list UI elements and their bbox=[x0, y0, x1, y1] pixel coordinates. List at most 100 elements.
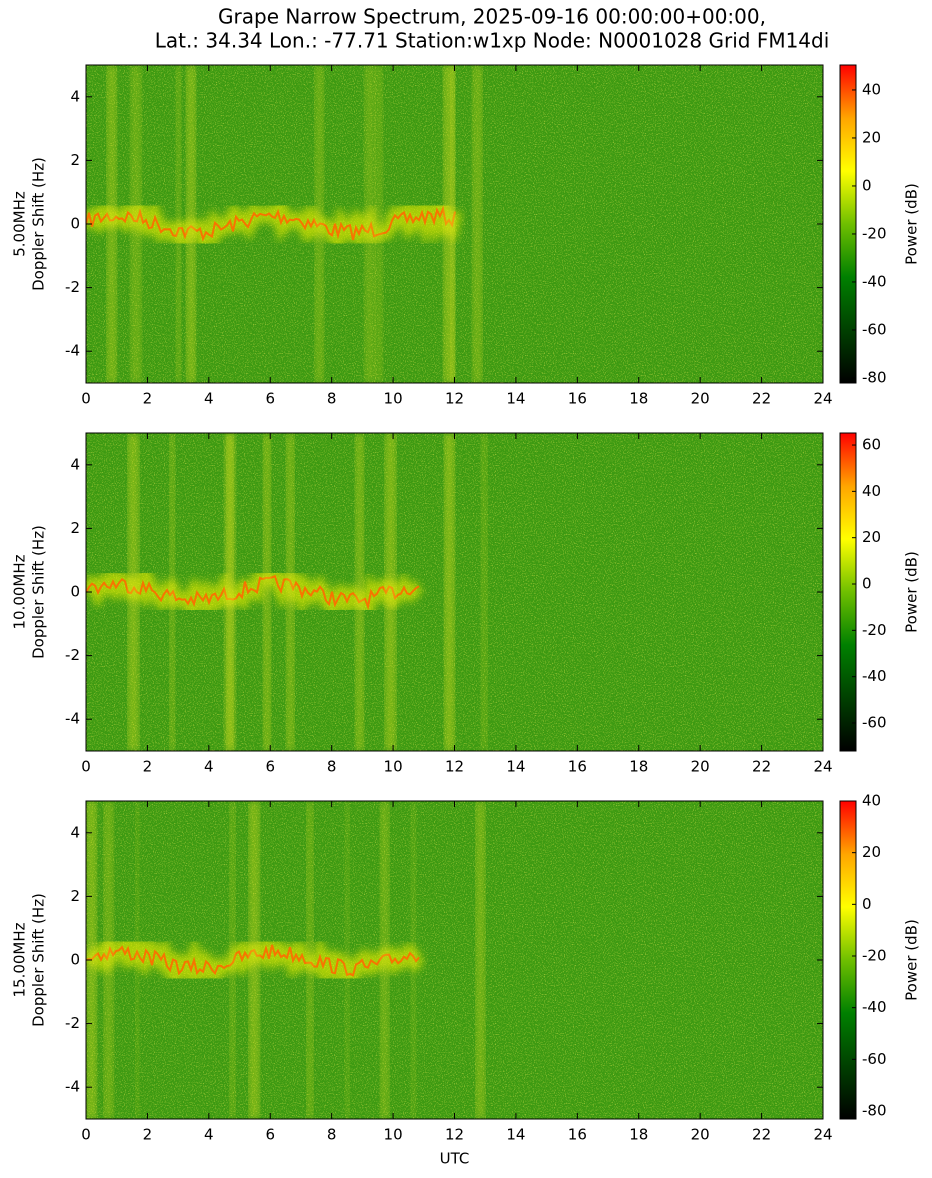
vertical-streak bbox=[128, 433, 139, 751]
y-axis-label: Doppler Shift (Hz) bbox=[30, 893, 48, 1027]
colorbar-tick-label: -20 bbox=[862, 621, 887, 639]
colorbar-label: Power (dB) bbox=[903, 551, 921, 633]
vertical-streak bbox=[411, 801, 416, 1119]
x-tick-label: 4 bbox=[204, 1126, 214, 1144]
x-tick-label: 0 bbox=[81, 758, 91, 776]
vertical-streak bbox=[472, 65, 482, 383]
vertical-streak bbox=[229, 801, 236, 1119]
vertical-streak bbox=[385, 433, 396, 751]
vertical-streak bbox=[249, 801, 260, 1119]
colorbar bbox=[839, 432, 857, 752]
colorbar-label: Power (dB) bbox=[903, 919, 921, 1001]
y-tick-label: 0 bbox=[70, 583, 80, 601]
vertical-streak bbox=[481, 433, 488, 751]
colorbar-tick-label: 20 bbox=[862, 128, 881, 146]
vertical-streak bbox=[176, 65, 181, 383]
colorbar-tick-label: -80 bbox=[862, 368, 887, 386]
y-tick-label: 4 bbox=[70, 455, 80, 473]
y-tick-label: 0 bbox=[70, 951, 80, 969]
x-tick-label: 14 bbox=[506, 390, 525, 408]
colorbar-tick-label: 0 bbox=[862, 895, 872, 913]
vertical-streak bbox=[345, 801, 350, 1119]
x-tick-label: 20 bbox=[691, 1126, 710, 1144]
spectrogram bbox=[86, 65, 823, 383]
colorbar-tick-label: -40 bbox=[862, 667, 887, 685]
y-axis-label: 5.00MHz bbox=[11, 191, 29, 257]
title-line: Lat.: 34.34 Lon.: -77.71 Station:w1xp No… bbox=[155, 29, 830, 53]
x-tick-label: 24 bbox=[813, 390, 832, 408]
x-tick-label: 20 bbox=[691, 390, 710, 408]
y-tick-label: -2 bbox=[65, 1014, 80, 1032]
x-tick-label: 2 bbox=[143, 1126, 153, 1144]
vertical-streak bbox=[186, 65, 196, 383]
vertical-streak bbox=[224, 433, 236, 751]
vertical-streak bbox=[375, 65, 383, 383]
x-tick-label: 10 bbox=[384, 758, 403, 776]
vertical-streak bbox=[443, 65, 454, 383]
y-tick-label: -2 bbox=[65, 646, 80, 664]
colorbar-tick-label: -20 bbox=[862, 946, 887, 964]
colorbar-tick-label: -80 bbox=[862, 1101, 887, 1119]
colorbar-tick-label: -40 bbox=[862, 272, 887, 290]
x-tick-label: 6 bbox=[265, 758, 275, 776]
x-tick-label: 22 bbox=[752, 1126, 771, 1144]
vertical-streak bbox=[380, 801, 389, 1119]
spectrogram bbox=[86, 801, 823, 1119]
x-tick-label: 14 bbox=[506, 758, 525, 776]
y-tick-label: 2 bbox=[70, 151, 80, 169]
vertical-streak bbox=[107, 65, 117, 383]
colorbar-tick-label: 20 bbox=[862, 843, 881, 861]
vertical-streak bbox=[306, 801, 313, 1119]
x-tick-label: 12 bbox=[445, 390, 464, 408]
y-tick-label: -4 bbox=[65, 710, 80, 728]
vertical-streak bbox=[169, 433, 175, 751]
x-tick-label: 24 bbox=[813, 758, 832, 776]
x-tick-label: 0 bbox=[81, 390, 91, 408]
signal-trace bbox=[86, 205, 456, 242]
x-tick-label: 6 bbox=[265, 1126, 275, 1144]
y-axis-label: Doppler Shift (Hz) bbox=[30, 525, 48, 659]
vertical-streak bbox=[135, 801, 139, 1119]
colorbar-tick-label: -60 bbox=[862, 713, 887, 731]
x-tick-label: 2 bbox=[143, 758, 153, 776]
colorbar-tick-label: 20 bbox=[862, 528, 881, 546]
colorbar-tick-label: -40 bbox=[862, 998, 887, 1016]
vertical-streak bbox=[315, 65, 324, 383]
x-tick-label: 10 bbox=[384, 1126, 403, 1144]
x-tick-label: 18 bbox=[629, 1126, 648, 1144]
x-tick-label: 14 bbox=[506, 1126, 525, 1144]
colorbar-label: Power (dB) bbox=[903, 183, 921, 265]
colorbar-tick-label: 40 bbox=[862, 792, 881, 810]
x-tick-label: 20 bbox=[691, 758, 710, 776]
x-tick-label: 16 bbox=[568, 390, 587, 408]
colorbar bbox=[839, 800, 857, 1120]
vertical-streak bbox=[475, 801, 485, 1119]
vertical-streak bbox=[364, 65, 375, 383]
colorbar-tick-label: 60 bbox=[862, 436, 881, 454]
y-tick-label: 2 bbox=[70, 887, 80, 905]
y-tick-label: 2 bbox=[70, 519, 80, 537]
y-tick-label: 4 bbox=[70, 823, 80, 841]
colorbar-tick-label: -20 bbox=[862, 224, 887, 242]
x-tick-label: 0 bbox=[81, 1126, 91, 1144]
x-tick-label: 8 bbox=[327, 1126, 337, 1144]
x-tick-label: 12 bbox=[445, 758, 464, 776]
x-tick-label: 10 bbox=[384, 390, 403, 408]
x-tick-label: 4 bbox=[204, 758, 214, 776]
x-tick-label: 8 bbox=[327, 758, 337, 776]
colorbar-tick-label: 0 bbox=[862, 575, 872, 593]
spectrogram bbox=[86, 433, 823, 751]
y-tick-label: 4 bbox=[70, 87, 80, 105]
x-tick-label: 12 bbox=[445, 1126, 464, 1144]
y-tick-label: -4 bbox=[65, 342, 80, 360]
vertical-streak bbox=[263, 433, 271, 751]
y-tick-label: -4 bbox=[65, 1078, 80, 1096]
colorbar-tick-label: 40 bbox=[862, 482, 881, 500]
colorbar-tick-label: 0 bbox=[862, 176, 872, 194]
x-tick-label: 22 bbox=[752, 758, 771, 776]
x-tick-label: 18 bbox=[629, 758, 648, 776]
x-tick-label: 22 bbox=[752, 390, 771, 408]
x-tick-label: 2 bbox=[143, 390, 153, 408]
vertical-streak bbox=[355, 433, 364, 751]
